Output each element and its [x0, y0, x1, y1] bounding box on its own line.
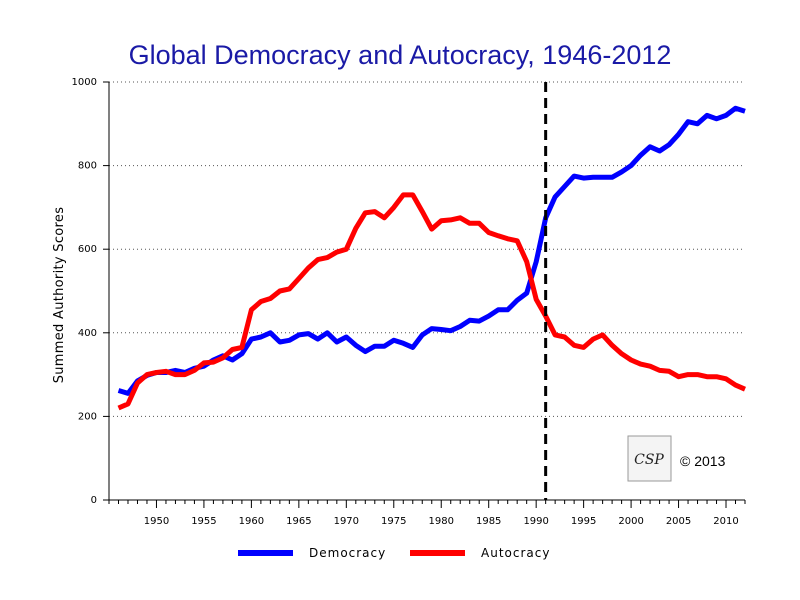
x-tick-label: 1955 — [191, 516, 216, 527]
legend-label-autocracy: Autocracy — [481, 546, 550, 560]
x-tick-label: 1950 — [144, 516, 169, 527]
y-tick-label: 200 — [78, 411, 97, 422]
x-tick-label: 1970 — [334, 516, 359, 527]
x-tick-label: 1980 — [429, 516, 454, 527]
x-tick-label: 2005 — [666, 516, 691, 527]
x-tick-label: 1960 — [239, 516, 264, 527]
x-tick-label: 1990 — [523, 516, 548, 527]
y-axis-label: Summed Authority Scores — [52, 207, 67, 384]
series-line-autocracy — [117, 192, 746, 411]
series-lines — [117, 105, 746, 411]
axes — [103, 81, 746, 508]
y-tick-label: 400 — [78, 328, 97, 339]
x-tick-label: 1965 — [286, 516, 311, 527]
chart-title: Global Democracy and Autocracy, 1946-201… — [129, 40, 672, 70]
x-tick-label: 2010 — [713, 516, 738, 527]
csp-logo: CSP — [627, 435, 672, 482]
series-line-democracy — [117, 105, 746, 396]
logo-lettering: CSP — [634, 452, 664, 468]
x-tick-labels: 1950 1955 1960 1965 1970 1975 1980 1985 1990 1995… — [144, 516, 739, 527]
x-tick-label: 1995 — [571, 516, 596, 527]
copyright-annotation: © 2013 — [680, 453, 726, 469]
x-tick-label: 1985 — [476, 516, 501, 527]
y-tick-label: 0 — [91, 495, 97, 506]
y-tick-labels: 0 200 400 600 800 1000 — [72, 77, 97, 506]
y-tick-label: 800 — [78, 161, 97, 172]
x-tick-label: 2000 — [618, 516, 643, 527]
y-tick-label: 600 — [78, 244, 97, 255]
x-tick-label: 1975 — [381, 516, 406, 527]
legend-label-democracy: Democracy — [309, 546, 386, 560]
legend: Democracy Autocracy — [238, 546, 550, 560]
y-tick-label: 1000 — [72, 77, 97, 88]
